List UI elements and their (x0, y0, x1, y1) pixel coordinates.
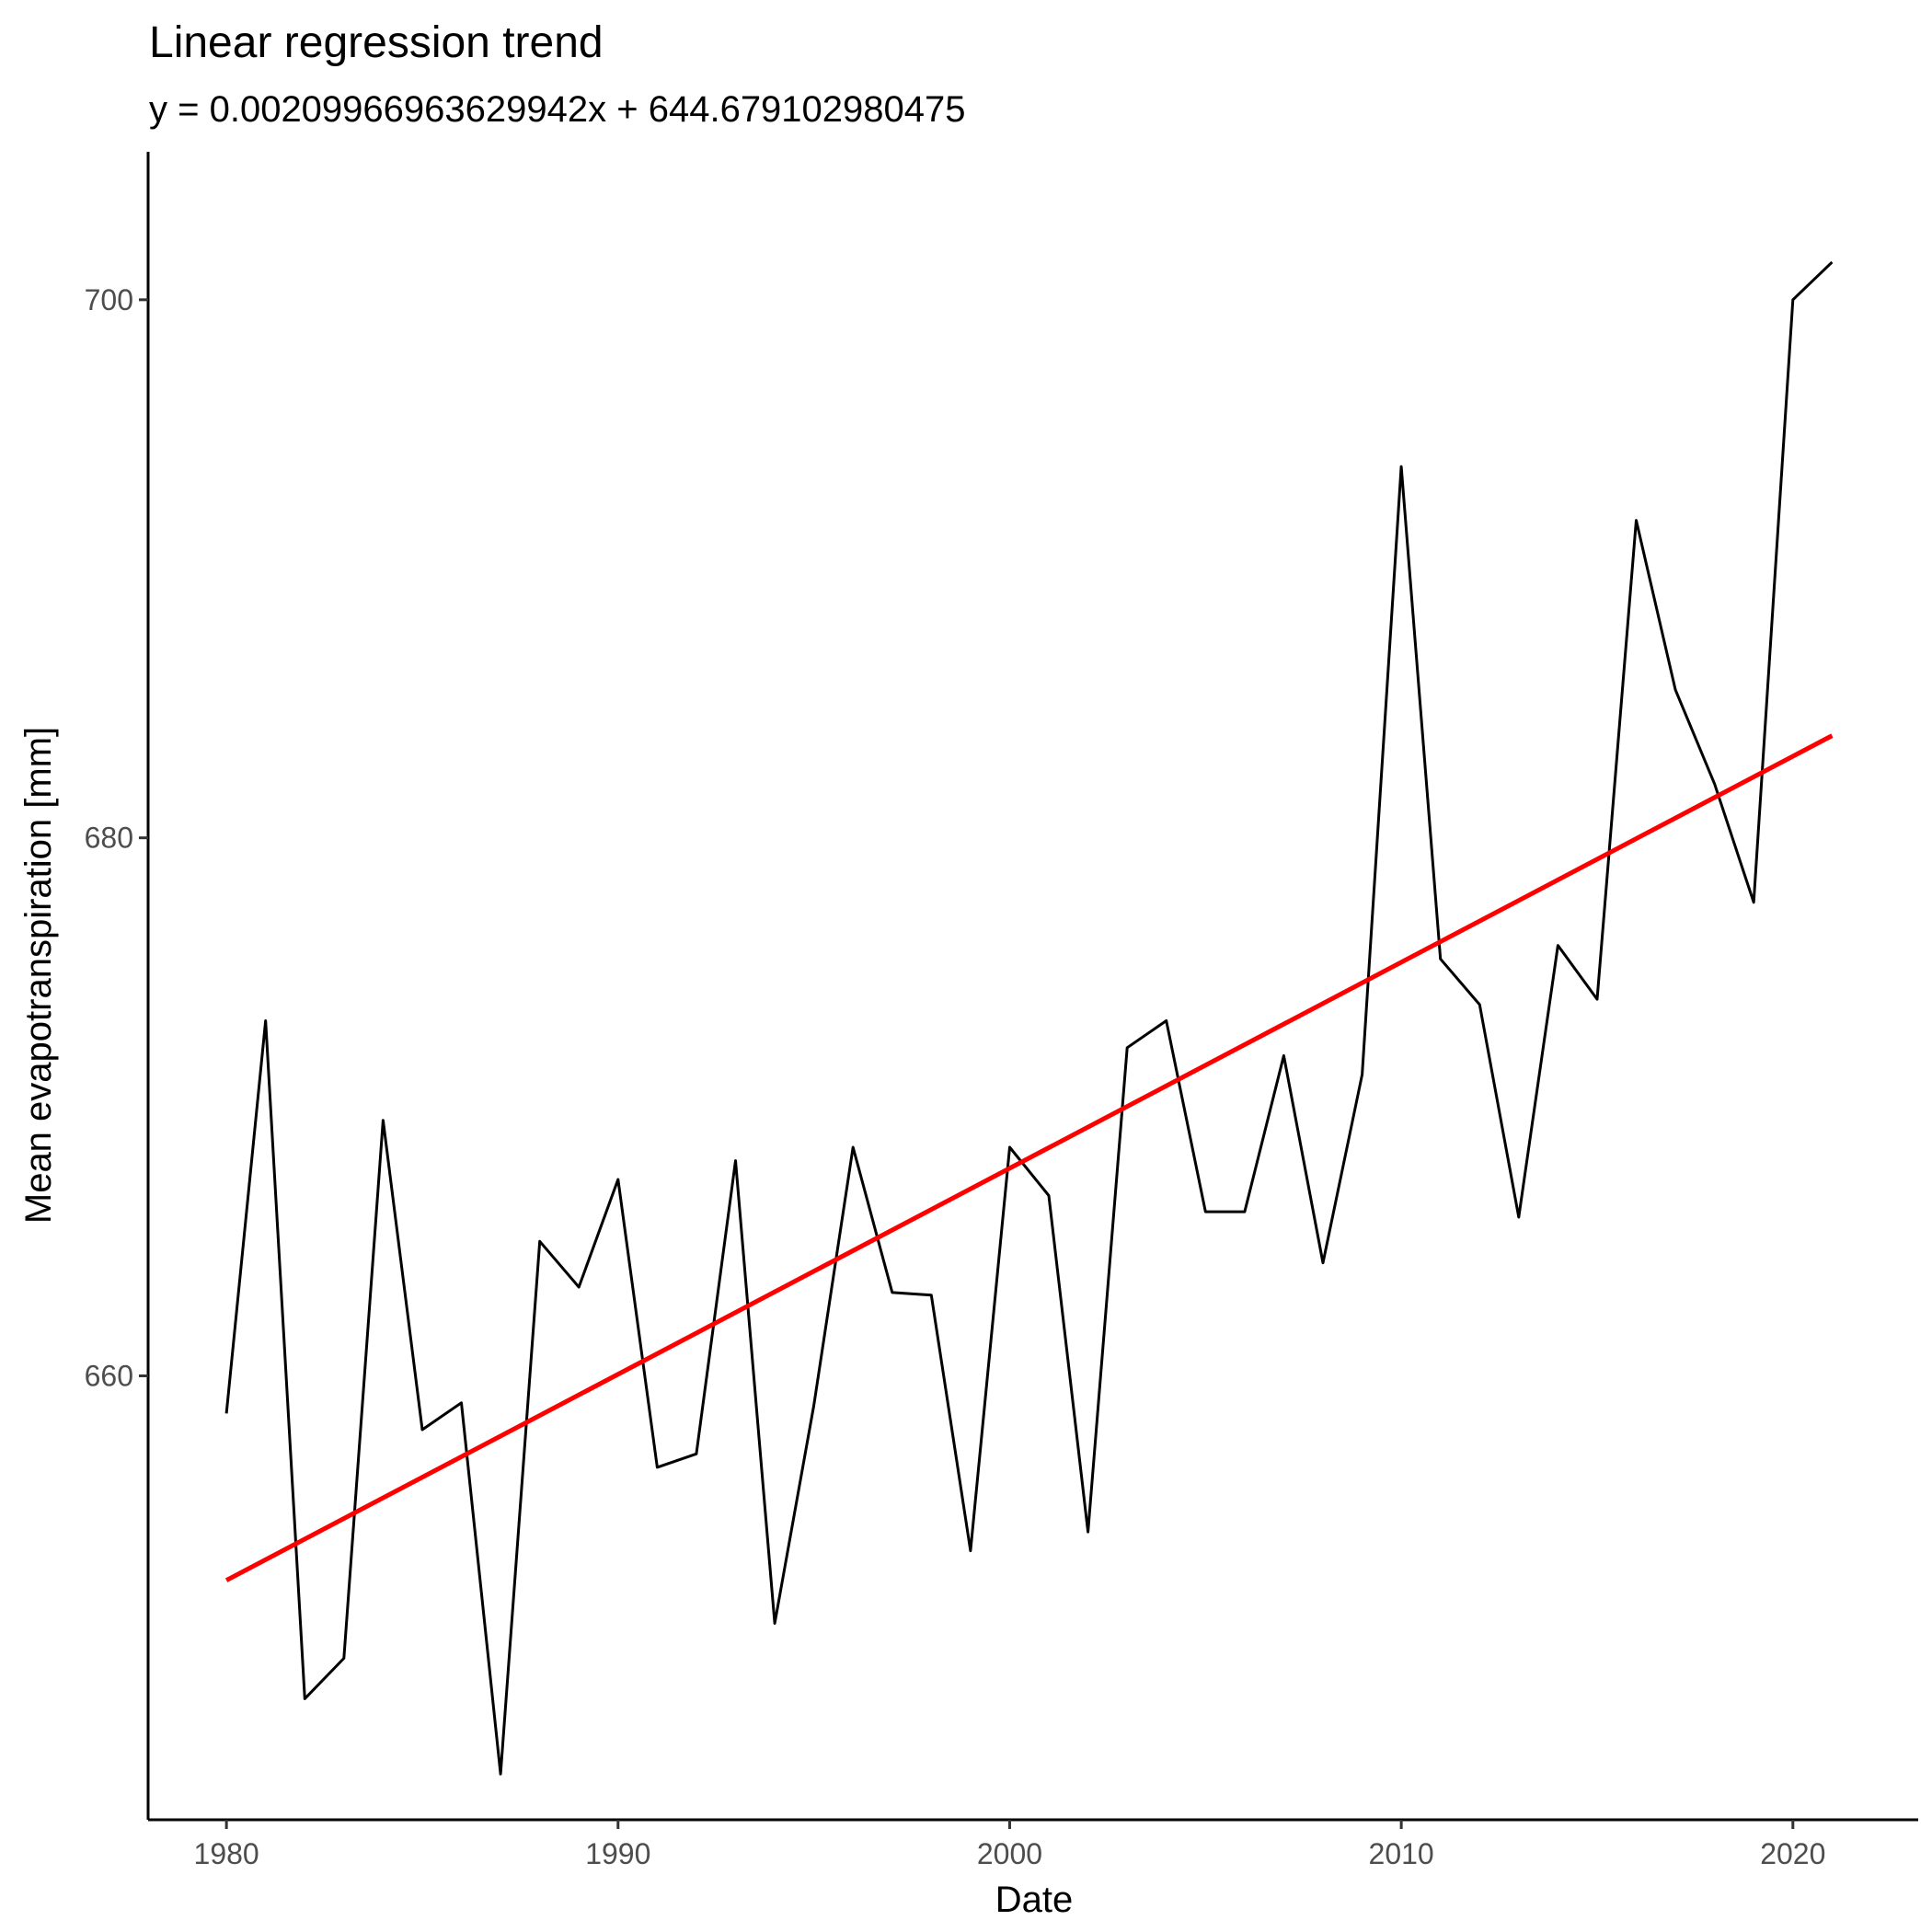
x-tick-label: 2020 (1760, 1837, 1825, 1870)
y-tick-label: 660 (85, 1360, 133, 1393)
x-tick-label: 1990 (585, 1837, 650, 1870)
plot-area (224, 260, 1834, 1776)
x-tick-label: 2010 (1369, 1837, 1434, 1870)
y-tick-label: 700 (85, 283, 133, 316)
y-axis-title: Mean evapotranspiration [mm] (18, 727, 59, 1224)
chart-subtitle: y = 0.00209966963629942x + 644.679102980… (149, 89, 966, 130)
x-tick-label: 1980 (194, 1837, 259, 1870)
x-axis-ticks: 1980 1990 2000 2010 2020 (194, 1820, 1825, 1870)
data-line (224, 260, 1834, 1776)
x-axis-title: Date (995, 1880, 1074, 1920)
y-axis-ticks: 660 680 700 (85, 283, 148, 1393)
chart-title: Linear regression trend (149, 18, 604, 67)
x-tick-label: 2000 (977, 1837, 1042, 1870)
trend-line (224, 733, 1834, 1582)
y-tick-label: 680 (85, 822, 133, 855)
